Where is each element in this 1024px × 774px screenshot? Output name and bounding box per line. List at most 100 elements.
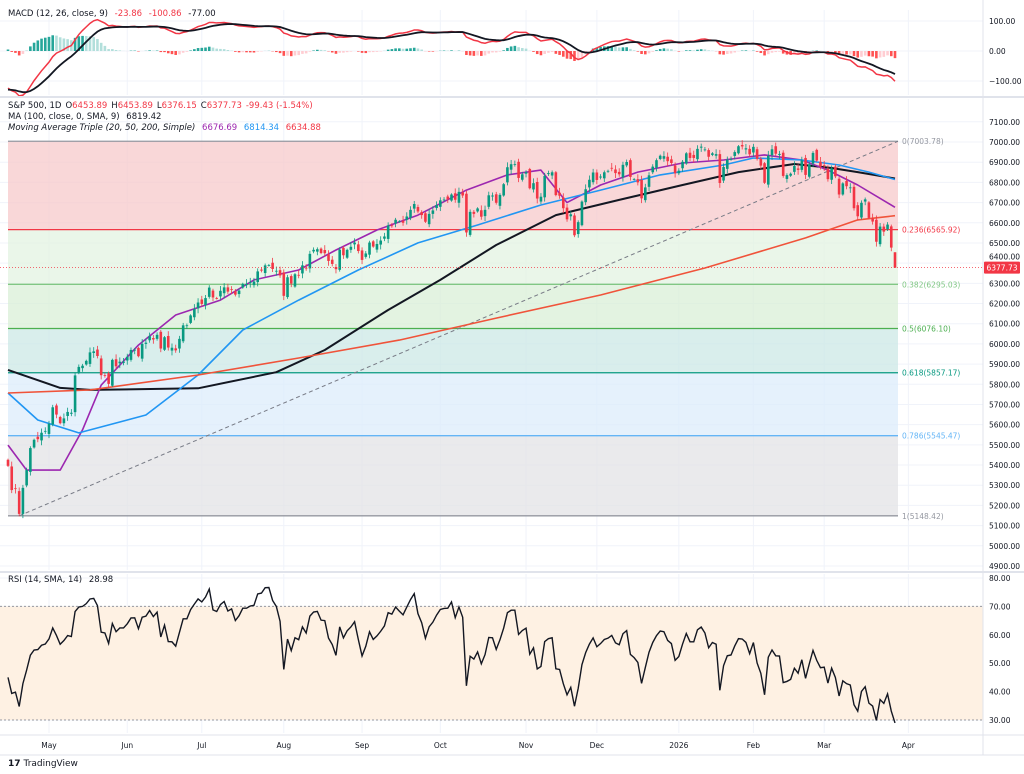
- candle-body: [211, 290, 215, 298]
- macd-histogram-bar: [871, 51, 874, 57]
- macd-histogram-bar: [200, 47, 204, 51]
- fib-trend-line: [18, 140, 899, 517]
- candle-body: [446, 196, 450, 200]
- macd-histogram-bar: [114, 50, 118, 51]
- candle-body: [476, 208, 479, 212]
- candle-body: [878, 226, 882, 245]
- candle-body: [73, 375, 77, 413]
- rsi-line: [7, 586, 896, 724]
- tradingview-logo[interactable]: 17 TradingView: [8, 759, 78, 769]
- candle-body: [614, 169, 617, 174]
- macd-histogram-bar: [766, 51, 770, 55]
- macd-histogram-bar: [196, 48, 200, 51]
- macd-histogram-bar: [304, 51, 308, 54]
- ma-triple-title[interactable]: Moving Average Triple (20, 50, 200, Simp…: [8, 123, 196, 133]
- price-axis-tick: 5400.00: [989, 461, 1020, 470]
- candle-body: [267, 265, 271, 266]
- symbol-label[interactable]: S&P 500, 1D: [8, 101, 62, 111]
- macd-histogram-bar: [237, 51, 241, 53]
- macd-histogram-bar: [29, 46, 32, 51]
- candle-body: [826, 169, 830, 180]
- fib-zone-0.618: [8, 372, 898, 436]
- candle-body: [491, 195, 494, 197]
- macd-histogram-bar: [793, 51, 796, 55]
- macd-histogram-bar: [565, 51, 569, 59]
- tradingview-logo-text: TradingView: [23, 759, 78, 769]
- macd-histogram-bar: [867, 51, 871, 57]
- candle-body: [70, 412, 73, 414]
- candle-body: [692, 154, 696, 158]
- price-axis-tick: 5600.00: [989, 421, 1020, 430]
- candle-body: [711, 153, 714, 155]
- macd-histogram-bar: [614, 46, 617, 51]
- macd-histogram-bar: [725, 51, 729, 55]
- candle-body: [420, 212, 423, 216]
- macd-histogram-bar: [375, 51, 379, 52]
- macd-histogram-bar: [643, 51, 647, 55]
- rsi-axis-tick: 40.00: [989, 688, 1011, 697]
- macd-histogram-bar: [718, 51, 722, 55]
- candle-body: [51, 407, 55, 425]
- macd-histogram-bar: [334, 51, 338, 54]
- rsi-axis-tick: 60.00: [989, 631, 1011, 640]
- close-label: C: [200, 101, 207, 111]
- macd-histogram-bar: [621, 47, 625, 51]
- candle-body: [357, 244, 360, 252]
- candle-body: [107, 373, 110, 384]
- macd-histogram-bar: [99, 42, 103, 51]
- candle-body: [830, 168, 833, 180]
- candle-body: [103, 375, 107, 376]
- time-axis-label: Mar: [817, 741, 832, 750]
- macd-histogram-bar: [416, 48, 420, 51]
- macd-histogram-bar: [655, 50, 658, 51]
- candle-body: [263, 265, 267, 274]
- candle-body: [234, 291, 237, 295]
- candle-body: [867, 202, 871, 218]
- macd-histogram-bar: [863, 51, 867, 56]
- ma-title[interactable]: MA (100, close, 0, SMA, 9): [8, 112, 120, 122]
- candle-body: [848, 187, 852, 189]
- candle-body: [114, 359, 118, 367]
- macd-histogram-bar: [226, 50, 230, 51]
- macd-histogram-bar: [770, 51, 774, 53]
- candle-body: [435, 204, 438, 209]
- change-value: -99.43 (-1.54%): [245, 101, 313, 111]
- macd-histogram-bar: [494, 51, 498, 53]
- macd-histogram-bar: [830, 51, 833, 53]
- macd-histogram-bar: [301, 51, 304, 54]
- candle-body: [371, 241, 375, 247]
- macd-histogram-bar: [215, 48, 219, 51]
- candle-body: [275, 270, 278, 272]
- candle-body: [222, 287, 226, 294]
- candle-body: [62, 418, 66, 424]
- ma200-value: 6634.88: [285, 123, 321, 133]
- candle-body: [733, 152, 737, 156]
- candle-body: [439, 200, 442, 207]
- macd-histogram-bar: [412, 47, 416, 51]
- macd-histogram-bar: [450, 50, 453, 51]
- macd-histogram-bar: [524, 48, 528, 51]
- candle-body: [651, 166, 655, 173]
- candle-body: [405, 216, 409, 220]
- macd-histogram-bar: [293, 51, 297, 56]
- macd-histogram-bar: [166, 51, 170, 54]
- macd-histogram-bar: [893, 51, 897, 59]
- macd-histogram-bar: [103, 45, 107, 51]
- candle-body: [875, 219, 878, 242]
- macd-histogram-bar: [860, 51, 863, 57]
- candle-body: [509, 164, 513, 170]
- price-axis-tick: 5700.00: [989, 400, 1020, 409]
- candle-body: [636, 179, 640, 183]
- candle-body: [603, 172, 606, 179]
- macd-histogram-bar: [513, 45, 517, 51]
- macd-histogram-bar: [509, 46, 513, 51]
- fib-zone-0.786: [8, 435, 898, 516]
- candle-body: [40, 432, 43, 441]
- candle-body: [576, 222, 580, 235]
- candle-body: [599, 176, 602, 178]
- macd-histogram-bar: [670, 49, 673, 51]
- candle-body: [293, 274, 297, 287]
- candle-body: [349, 246, 353, 250]
- macd-histogram-bar: [487, 51, 491, 54]
